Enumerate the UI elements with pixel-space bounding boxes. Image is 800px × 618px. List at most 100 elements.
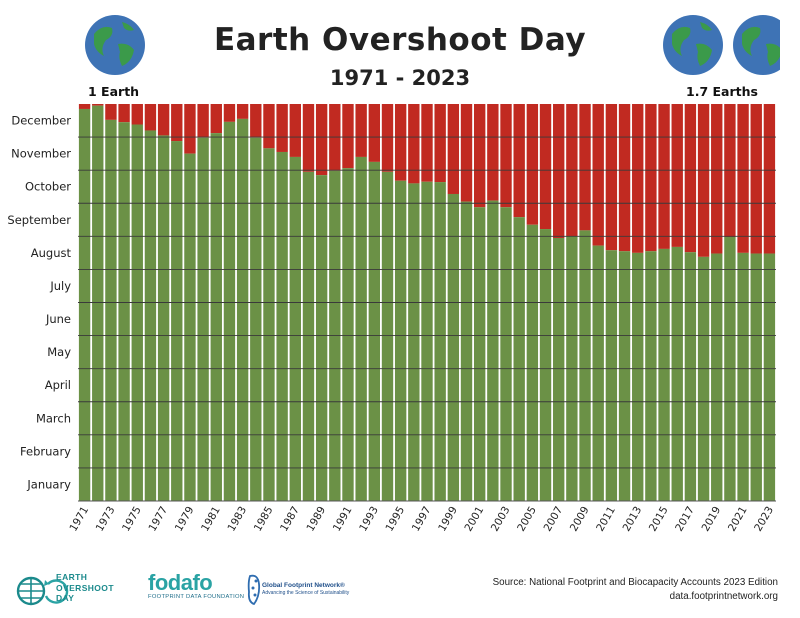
overshoot-remainder-bar (144, 104, 157, 131)
overshoot-remainder-bar (276, 104, 288, 152)
overshoot-remainder-bar (263, 104, 275, 149)
overshoot-remainder-bar (421, 104, 433, 182)
y-tick-label: July (49, 279, 71, 293)
overshoot-remainder-bar (105, 104, 117, 120)
y-tick-label: September (7, 213, 71, 227)
overshoot-day-bar-1983 (236, 118, 249, 501)
y-tick-label: October (25, 180, 71, 194)
source-line: Source: National Footprint and Biocapaci… (492, 577, 778, 588)
x-tick-label: 2009 (568, 505, 592, 534)
overshoot-day-bar-2019 (711, 253, 723, 501)
x-tick-label: 1993 (357, 505, 381, 534)
x-tick-label: 1991 (331, 505, 355, 534)
overshoot-remainder-bar (92, 104, 104, 106)
overshoot-day-bar-2007 (553, 237, 565, 502)
overshoot-day-bar-1984 (250, 137, 262, 501)
x-tick-label: 1997 (410, 505, 434, 534)
overshoot-remainder-bar (355, 104, 367, 157)
overshoot-day-bar-1993 (368, 161, 381, 502)
overshoot-remainder-bar (289, 104, 301, 157)
overshoot-day-bar-2013 (632, 252, 644, 501)
overshoot-remainder-bar (250, 104, 262, 138)
one-point-seven-earths-label: 1.7 Earths (686, 84, 758, 99)
y-tick-label: June (45, 312, 71, 326)
x-tick-label: 2007 (542, 505, 566, 534)
overshoot-remainder-bar (579, 104, 591, 231)
gfn-logo-text: Global Footprint Network® Advancing the … (262, 582, 350, 596)
overshoot-day-bar-2005 (526, 224, 539, 502)
overshoot-remainder-bar (697, 104, 710, 257)
x-tick-label: 2001 (463, 505, 487, 534)
overshoot-remainder-bar (513, 104, 525, 218)
overshoot-day-bar-1996 (408, 183, 420, 501)
overshoot-day-bar-1979 (184, 153, 196, 501)
overshoot-remainder-bar (539, 104, 552, 230)
chart-title: Earth Overshoot Day (213, 22, 587, 58)
earth-overshoot-day-logo (16, 576, 69, 606)
partial-earth-globe-icon (733, 15, 780, 75)
overshoot-remainder-bar (763, 104, 776, 254)
overshoot-remainder-bar (184, 104, 196, 154)
global-footprint-network-logo (247, 574, 261, 606)
y-tick-label: May (47, 345, 71, 359)
x-tick-label: 1975 (120, 505, 144, 534)
x-tick-label: 1973 (94, 505, 118, 534)
overshoot-day-bar-1995 (394, 180, 407, 501)
y-tick-label: April (45, 378, 71, 392)
overshoot-remainder-bar (381, 104, 394, 172)
overshoot-day-bar-2012 (618, 251, 631, 501)
overshoot-day-bar-2011 (605, 250, 618, 501)
overshoot-remainder-bar (592, 104, 604, 246)
x-tick-label: 2015 (647, 505, 671, 534)
overshoot-day-bar-2021 (737, 252, 749, 501)
overshoot-remainder-bar (315, 104, 328, 176)
overshoot-remainder-bar (197, 104, 209, 138)
overshoot-remainder-bar (447, 104, 460, 194)
overshoot-day-bar-2003 (500, 207, 512, 501)
x-tick-label: 2013 (621, 505, 645, 534)
x-tick-label: 1981 (199, 505, 223, 534)
overshoot-remainder-bar (460, 104, 473, 202)
overshoot-day-bar-1981 (210, 133, 222, 501)
overshoot-remainder-bar (210, 104, 222, 134)
overshoot-day-bar-1971 (78, 108, 91, 502)
eod-logo-text: EARTH OVERSHOOT DAY (56, 572, 114, 603)
x-tick-label: 2023 (752, 505, 776, 534)
x-tick-label: 2021 (726, 505, 750, 534)
overshoot-day-bar-2014 (645, 251, 657, 501)
overshoot-remainder-bar (236, 104, 249, 119)
overshoot-remainder-bar (500, 104, 512, 208)
overshoot-day-bar-2001 (473, 207, 486, 501)
earth-globe-icon (85, 15, 145, 75)
overshoot-day-bar-1985 (263, 148, 275, 501)
overshoot-bar-chart: January February March April May June July Augu… (7, 104, 776, 534)
overshoot-remainder-bar (408, 104, 420, 184)
x-tick-label: 1995 (383, 505, 407, 534)
overshoot-day-bar-1988 (302, 171, 315, 501)
x-tick-label: 2011 (594, 505, 618, 534)
overshoot-remainder-bar (473, 104, 486, 208)
earth-globe-icon (663, 15, 723, 75)
overshoot-remainder-bar (618, 104, 631, 252)
overshoot-remainder-bar (171, 104, 183, 142)
overshoot-remainder-bar (750, 104, 762, 254)
overshoot-remainder-bar (394, 104, 407, 181)
x-tick-label: 1977 (146, 505, 170, 534)
y-tick-label: February (20, 444, 71, 458)
overshoot-day-bar-1989 (315, 175, 328, 502)
overshoot-day-bar-2015 (658, 248, 670, 501)
x-tick-label: 2003 (489, 505, 513, 534)
overshoot-remainder-bar (487, 104, 499, 201)
x-tick-label: 1985 (252, 505, 276, 534)
x-tick-label: 2017 (673, 505, 697, 534)
overshoot-remainder-bar (526, 104, 539, 225)
y-tick-label: August (31, 246, 72, 260)
overshoot-remainder-bar (118, 104, 130, 123)
x-tick-label: 2019 (700, 505, 724, 534)
fodafo-logo: fodafo FOOTPRINT DATA FOUNDATION (148, 570, 245, 600)
x-tick-label: 2005 (515, 505, 539, 534)
x-tick-label: 1999 (436, 505, 460, 534)
overshoot-day-bar-2018 (697, 256, 710, 501)
overshoot-remainder-bar (632, 104, 644, 253)
y-tick-label: March (36, 411, 71, 425)
